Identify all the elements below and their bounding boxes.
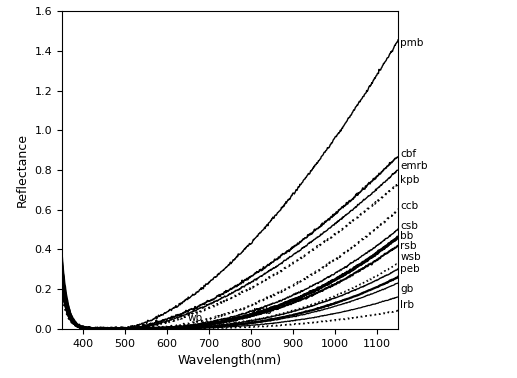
Y-axis label: Reflectance: Reflectance: [16, 133, 29, 207]
Text: kpb: kpb: [400, 175, 420, 185]
Text: psb: psb: [253, 306, 272, 316]
Text: rsb: rsb: [400, 240, 417, 251]
Text: csb: csb: [400, 221, 418, 231]
Text: cbf: cbf: [400, 149, 416, 159]
Text: emrb: emrb: [400, 161, 428, 171]
Text: gb: gb: [400, 284, 414, 294]
Text: wsb: wsb: [400, 253, 421, 262]
Text: lrb: lrb: [400, 300, 414, 310]
X-axis label: Wavelength(nm): Wavelength(nm): [178, 354, 282, 367]
Text: ccb: ccb: [400, 201, 418, 211]
Text: bb: bb: [400, 231, 414, 240]
Text: pmb: pmb: [400, 38, 423, 48]
Text: peb: peb: [400, 264, 420, 274]
Text: wb: wb: [188, 313, 203, 323]
